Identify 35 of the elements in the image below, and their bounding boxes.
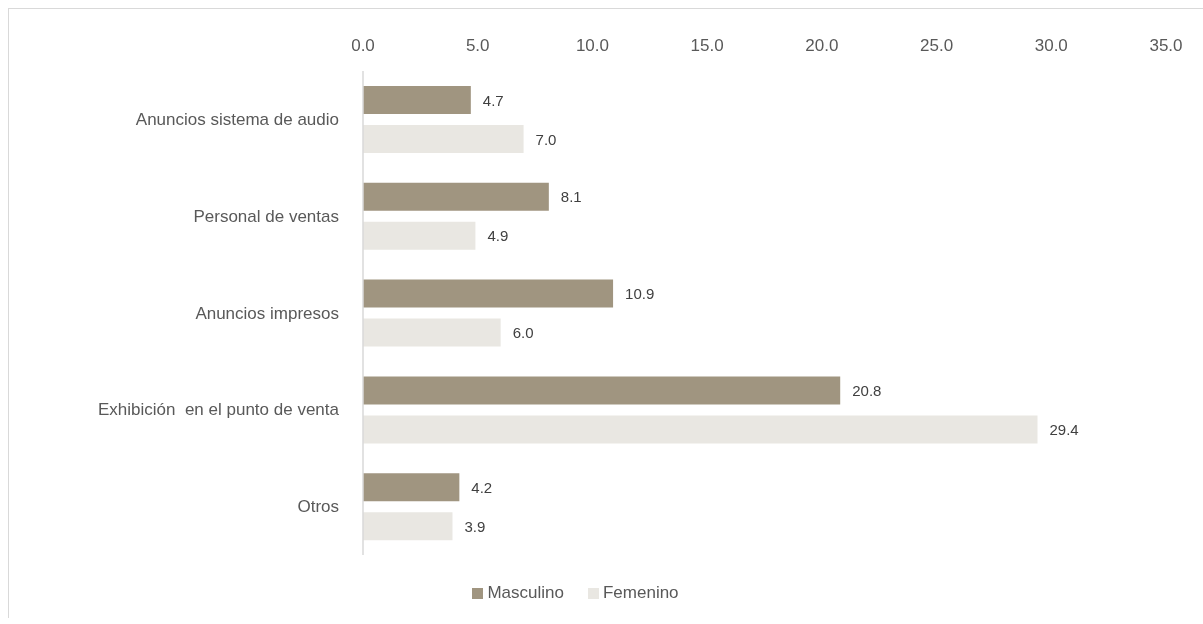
data-label: 6.0: [512, 324, 534, 342]
legend-label: Masculino: [487, 583, 564, 602]
data-label: 4.9: [487, 227, 509, 245]
x-tick-label: 35.0: [1149, 36, 1183, 55]
y-tick-label: Anuncios sistema de audio: [135, 109, 339, 129]
bar: [363, 182, 549, 211]
data-label: 8.1: [560, 188, 582, 206]
data-label: 10.9: [625, 285, 655, 303]
bar: [363, 473, 460, 502]
x-tick-label: 30.0: [1034, 36, 1068, 55]
bar: [363, 415, 1038, 444]
x-tick-label: 0.0: [351, 36, 375, 55]
bar: [363, 318, 501, 347]
bar: [363, 512, 453, 541]
bar: [363, 279, 614, 308]
bar: [363, 86, 471, 114]
y-tick-label: Otros: [297, 497, 339, 517]
legend-label: Femenino: [602, 583, 679, 602]
x-tick-label: 5.0: [465, 36, 490, 55]
data-label: 29.4: [1049, 420, 1079, 438]
data-label: 3.9: [464, 517, 486, 535]
bar: [363, 125, 524, 153]
bar: [363, 221, 476, 250]
bar: [363, 376, 841, 405]
x-tick-label: 20.0: [805, 36, 839, 55]
data-label: 4.2: [471, 478, 493, 496]
x-tick-label: 15.0: [690, 36, 724, 55]
data-label: 7.0: [535, 130, 557, 148]
data-label: 20.8: [852, 381, 882, 399]
x-tick-label: 25.0: [920, 36, 954, 55]
y-tick-label: Anuncios impresos: [195, 303, 339, 323]
data-label: 4.7: [482, 91, 504, 109]
y-tick-label: Personal de ventas: [193, 206, 339, 226]
y-tick-label: Exhibición en el punto de venta: [97, 400, 340, 420]
x-tick-label: 10.0: [575, 36, 609, 55]
